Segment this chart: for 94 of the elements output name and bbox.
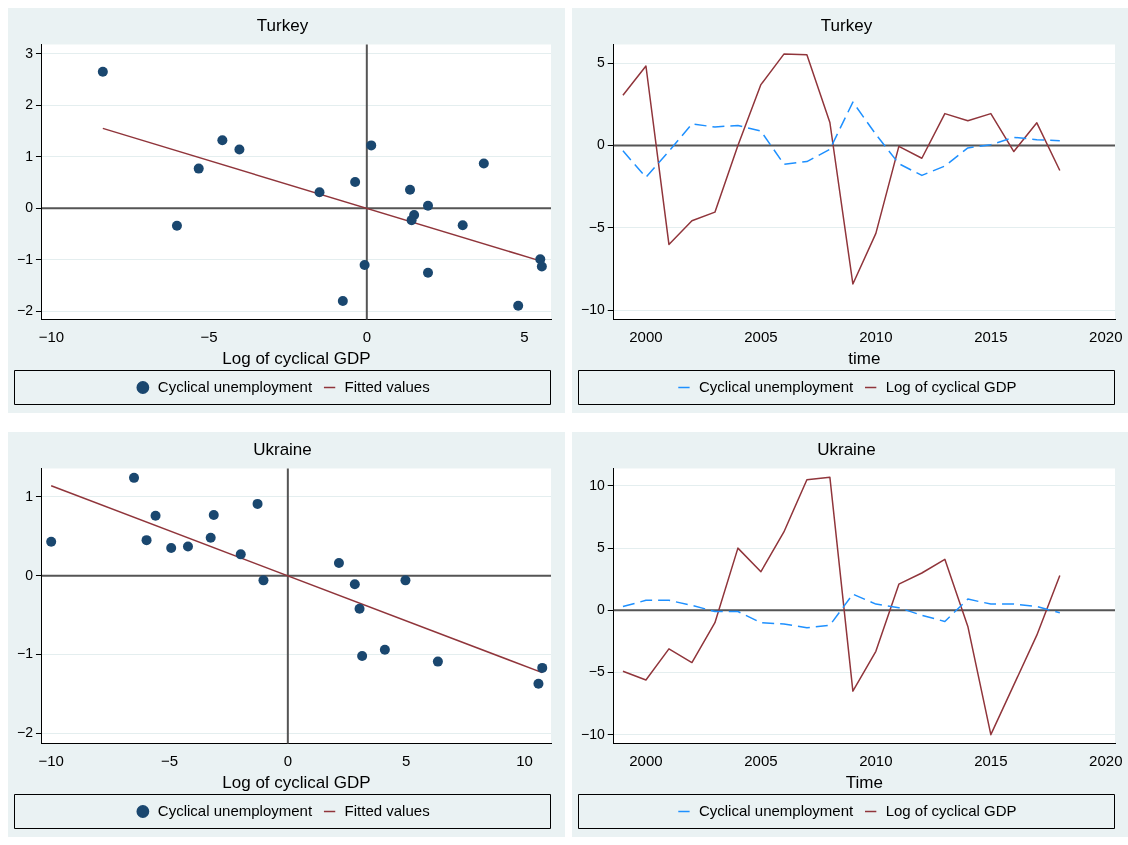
point xyxy=(406,215,417,226)
x-tick-label: 0 xyxy=(362,327,371,345)
x-tick-label: −10 xyxy=(38,751,64,769)
point xyxy=(423,200,433,211)
y-tick-label: −1 xyxy=(16,645,34,662)
point xyxy=(513,300,524,311)
x-axis-title: Log of cyclical GDP xyxy=(222,349,371,369)
point xyxy=(333,558,344,569)
x-axis-title: Log of cyclical GDP xyxy=(222,773,371,793)
y-tick-label: −2 xyxy=(16,302,34,319)
point xyxy=(258,575,269,586)
y-tick-label: 2 xyxy=(25,96,34,113)
line-series xyxy=(622,593,1061,629)
y-tick-label: 5 xyxy=(596,54,605,71)
x-tick-label: 2005 xyxy=(744,751,778,769)
y-tick-label: 0 xyxy=(25,566,34,583)
x-tick-label: 2015 xyxy=(974,751,1008,769)
point xyxy=(357,651,368,662)
y-tick-label: 0 xyxy=(25,199,34,216)
chart-title: Ukraine xyxy=(817,439,876,459)
x-tick-label: 2020 xyxy=(1089,327,1123,345)
legend-label: Log of cyclical GDP xyxy=(885,377,1017,395)
x-axis-title: Time xyxy=(845,773,883,793)
legend-label: Fitted values xyxy=(344,801,430,819)
x-tick-label: 2015 xyxy=(974,327,1008,345)
point xyxy=(478,158,489,169)
point xyxy=(208,509,219,520)
x-tick-label: 0 xyxy=(283,751,293,769)
point xyxy=(379,644,390,655)
point xyxy=(359,259,370,270)
legend-label: Cyclical unemployment xyxy=(157,377,313,395)
x-tick-label: −10 xyxy=(38,327,65,345)
point xyxy=(366,140,377,151)
y-tick-label: 1 xyxy=(25,147,34,164)
x-tick-label: 5 xyxy=(520,327,529,345)
point xyxy=(129,472,140,483)
point xyxy=(354,603,365,614)
chart-title: Turkey xyxy=(820,15,873,35)
point xyxy=(405,184,416,195)
point xyxy=(314,187,325,198)
legend-label: Cyclical unemployment xyxy=(157,801,313,819)
y-tick-label: 1 xyxy=(25,487,34,504)
point xyxy=(400,575,411,586)
legend-label: Log of cyclical GDP xyxy=(885,801,1017,819)
x-tick-label: 10 xyxy=(516,751,533,769)
point xyxy=(193,163,204,174)
point xyxy=(252,498,263,509)
point xyxy=(166,543,177,554)
x-tick-label: 2005 xyxy=(744,327,778,345)
point xyxy=(350,177,361,187)
point xyxy=(337,296,348,307)
y-tick-label: 0 xyxy=(596,601,605,618)
point xyxy=(533,678,544,689)
x-tick-label: 2010 xyxy=(859,751,893,769)
legend-label: Fitted values xyxy=(344,377,430,395)
point xyxy=(182,541,193,552)
point xyxy=(150,510,161,521)
x-axis-title: time xyxy=(848,349,881,369)
y-tick-label: −10 xyxy=(581,725,605,742)
point xyxy=(457,220,468,231)
y-tick-label: 5 xyxy=(596,538,605,555)
legend-label: Cyclical unemployment xyxy=(698,377,854,395)
point xyxy=(171,220,182,231)
x-tick-label: −5 xyxy=(200,327,218,345)
x-tick-label: 5 xyxy=(402,751,411,769)
chart-title: Ukraine xyxy=(253,439,312,459)
y-tick-label: −5 xyxy=(588,218,605,235)
line-series xyxy=(622,101,1061,178)
y-tick-label: −5 xyxy=(588,663,605,680)
point xyxy=(432,656,443,667)
x-tick-label: −5 xyxy=(160,751,179,769)
y-tick-label: 0 xyxy=(596,136,605,153)
point xyxy=(349,579,360,590)
point xyxy=(141,535,152,546)
point xyxy=(205,532,216,543)
point xyxy=(46,536,57,547)
legend-label: Cyclical unemployment xyxy=(698,801,854,819)
point xyxy=(234,144,245,155)
point xyxy=(423,267,433,278)
y-tick-label: −2 xyxy=(16,724,34,741)
y-tick-label: 3 xyxy=(25,44,34,61)
x-tick-label: 2010 xyxy=(859,327,893,345)
y-tick-label: 10 xyxy=(589,476,605,493)
point xyxy=(97,66,108,77)
point xyxy=(217,135,228,146)
x-tick-label: 2000 xyxy=(629,751,663,769)
point xyxy=(537,662,548,673)
chart-title: Turkey xyxy=(256,15,309,35)
x-tick-label: 2000 xyxy=(629,327,663,345)
point xyxy=(536,261,547,272)
x-tick-label: 2020 xyxy=(1089,751,1123,769)
point xyxy=(235,549,246,560)
y-tick-label: −10 xyxy=(581,301,605,318)
y-tick-label: −1 xyxy=(16,250,34,267)
